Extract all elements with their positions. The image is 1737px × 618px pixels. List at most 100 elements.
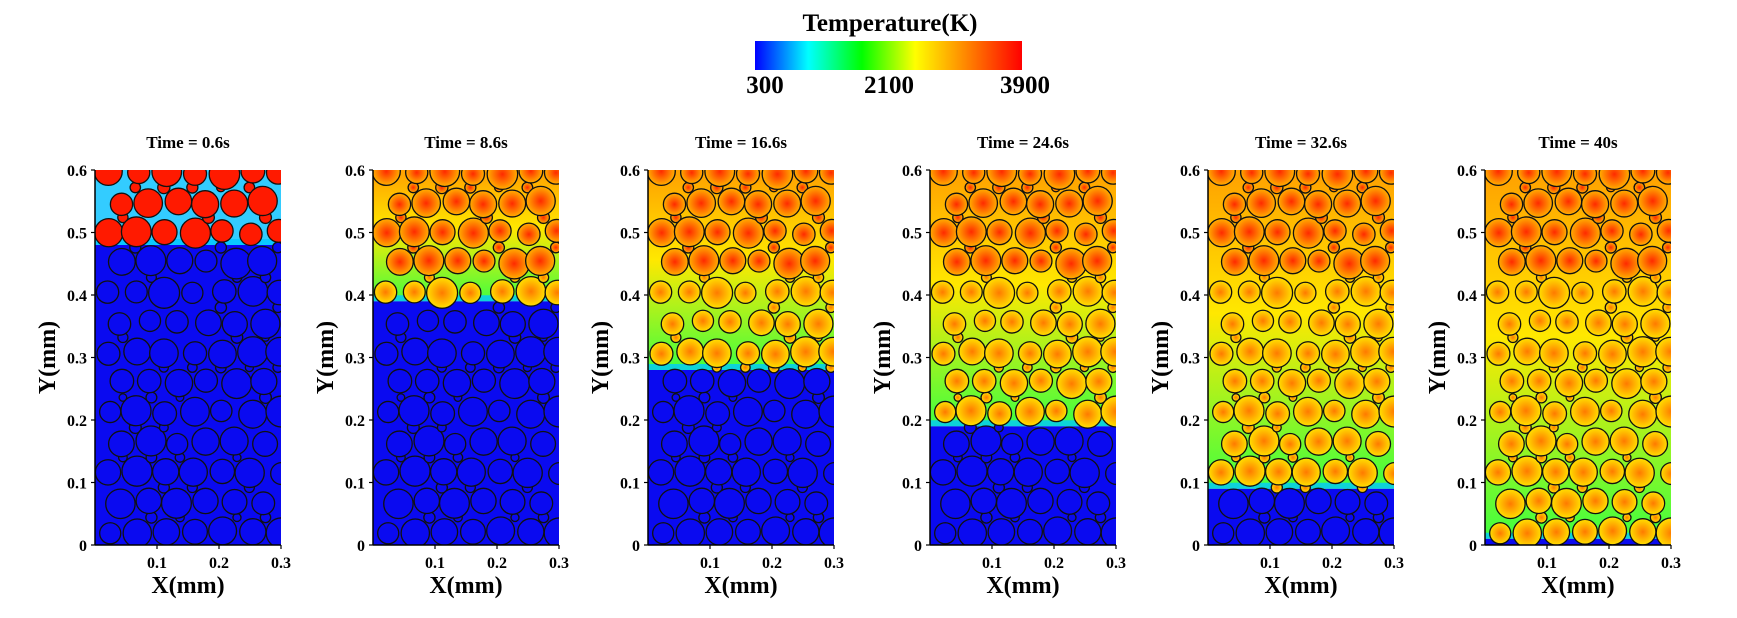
- particle: [430, 401, 456, 427]
- particle: [1363, 367, 1391, 396]
- particle: [1100, 517, 1116, 545]
- particle: [165, 309, 189, 334]
- particle: [717, 187, 746, 216]
- particle: [1085, 367, 1113, 396]
- particle: [145, 391, 158, 404]
- particle: [543, 395, 559, 428]
- y-axis-label: Y(mm): [313, 321, 339, 394]
- y-tick-label: 0.5: [1180, 226, 1200, 243]
- particle: [151, 458, 180, 486]
- particle: [1610, 189, 1639, 218]
- panel-4: 0 0.1 0.2 0.3 0.4 0.5 0.6 0.1 0.2 0.3 X(mm) Y(mm) Ti…: [870, 133, 1133, 599]
- particle: [1507, 152, 1518, 163]
- particle: [492, 241, 506, 254]
- particle: [1512, 518, 1543, 545]
- particle: [265, 170, 281, 185]
- particle: [214, 241, 228, 254]
- particle: [498, 247, 531, 280]
- particle: [1054, 426, 1084, 456]
- particle: [1049, 241, 1063, 254]
- particle: [548, 461, 559, 486]
- particle: [987, 518, 1016, 545]
- colorbar-tick-min: 300: [746, 72, 784, 99]
- particle: [1569, 396, 1600, 427]
- particle: [1086, 491, 1111, 516]
- particle: [962, 170, 986, 185]
- particle: [688, 425, 720, 457]
- particle: [457, 217, 490, 249]
- particle: [676, 337, 705, 366]
- particle: [984, 338, 1014, 369]
- particle: [209, 399, 233, 423]
- x-axis-label: X(mm): [986, 573, 1059, 599]
- particle: [735, 170, 761, 186]
- particle: [942, 312, 967, 336]
- particle: [1055, 189, 1084, 218]
- particle: [1333, 247, 1366, 280]
- particle: [1292, 396, 1323, 427]
- particle: [957, 518, 988, 545]
- particle: [1237, 280, 1261, 304]
- particle: [190, 190, 220, 219]
- particle: [1661, 241, 1671, 254]
- y-tick-label: 0.4: [67, 288, 87, 305]
- particle: [660, 312, 685, 336]
- particle: [1100, 170, 1116, 185]
- particle: [485, 339, 515, 369]
- particle: [1262, 338, 1292, 369]
- particle: [487, 458, 514, 485]
- particle: [444, 247, 472, 275]
- particle: [135, 487, 163, 515]
- particle: [1029, 309, 1057, 337]
- particle: [383, 488, 414, 520]
- particle: [544, 218, 559, 243]
- particle: [649, 341, 674, 366]
- particle: [1251, 309, 1275, 333]
- colorbar-tick-max: 3900: [1000, 72, 1050, 99]
- particle: [818, 170, 834, 185]
- y-tick-label: 0.3: [620, 351, 640, 368]
- particle: [1014, 217, 1047, 249]
- particle: [1528, 309, 1552, 333]
- particle: [135, 425, 167, 457]
- y-tick-label: 0.2: [1457, 413, 1477, 430]
- particle: [1101, 279, 1116, 306]
- particle: [1333, 189, 1362, 218]
- particle: [1542, 401, 1568, 427]
- particle: [1630, 170, 1656, 184]
- particle: [1246, 188, 1277, 219]
- particle: [1017, 170, 1043, 186]
- particle: [1125, 334, 1133, 342]
- particle: [677, 280, 701, 304]
- particle: [843, 153, 851, 161]
- particle: [1510, 216, 1542, 248]
- panel-2: 0 0.1 0.2 0.3 0.4 0.5 0.6 0.1 0.2 0.3 X(mm) Y(mm) Ti…: [313, 133, 569, 599]
- particle: [1571, 518, 1599, 545]
- particle: [1027, 487, 1054, 515]
- particle: [1233, 395, 1265, 427]
- particle: [265, 517, 281, 545]
- particle: [266, 279, 281, 306]
- particle: [152, 518, 181, 545]
- particle: [1045, 219, 1069, 243]
- particle: [459, 518, 487, 545]
- particle: [1640, 367, 1668, 396]
- particle: [374, 341, 399, 366]
- particle: [1611, 310, 1638, 338]
- particle: [1001, 247, 1029, 275]
- panel-title: Time = 24.6s: [977, 133, 1069, 152]
- particle: [1582, 487, 1609, 515]
- particle: [1378, 336, 1394, 367]
- x-tick-label: 0.3: [1106, 555, 1126, 572]
- particle: [986, 219, 1013, 246]
- y-tick-label: 0.5: [620, 226, 640, 243]
- particle: [1374, 153, 1383, 162]
- particle: [1334, 488, 1361, 515]
- particle: [179, 217, 212, 249]
- y-tick-label: 0.3: [1457, 351, 1477, 368]
- particle: [1403, 153, 1411, 161]
- particle: [930, 459, 957, 486]
- particle: [460, 170, 486, 186]
- particle: [413, 487, 441, 515]
